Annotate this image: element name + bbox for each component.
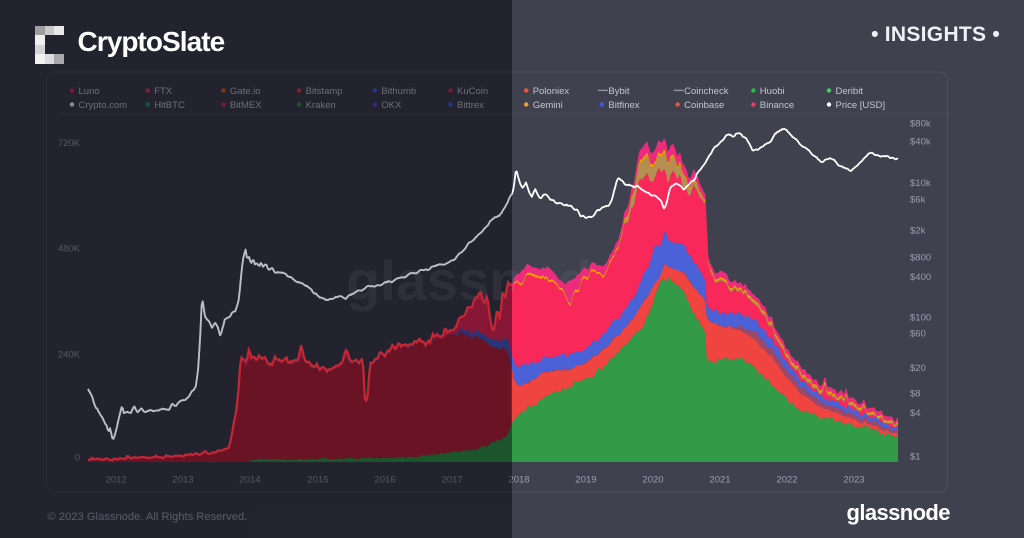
svg-text:Kraken: Kraken: [306, 100, 336, 111]
svg-text:Bitstamp: Bitstamp: [306, 86, 343, 97]
svg-text:Crypto.com: Crypto.com: [79, 100, 128, 111]
svg-text:Binance: Binance: [760, 100, 794, 111]
svg-text:Bitfinex: Bitfinex: [608, 100, 639, 111]
svg-text:$6k: $6k: [910, 195, 926, 206]
svg-text:Bybit: Bybit: [608, 86, 629, 97]
svg-text:$800: $800: [910, 253, 931, 264]
svg-text:2017: 2017: [441, 475, 462, 486]
svg-text:Gate.io: Gate.io: [230, 86, 261, 97]
svg-text:© 2023 Glassnode. All Rights R: © 2023 Glassnode. All Rights Reserved.: [48, 511, 248, 523]
svg-text:KuCoin: KuCoin: [457, 86, 488, 97]
svg-text:$80k: $80k: [910, 119, 931, 130]
svg-text:HitBTC: HitBTC: [154, 100, 185, 111]
svg-text:Huobi: Huobi: [760, 86, 785, 97]
svg-text:Bithumb: Bithumb: [381, 86, 416, 97]
svg-text:2023: 2023: [843, 475, 864, 486]
svg-text:$40k: $40k: [910, 137, 931, 148]
svg-text:Poloniex: Poloniex: [533, 86, 570, 97]
svg-text:$2k: $2k: [910, 226, 926, 237]
svg-text:$10k: $10k: [910, 178, 931, 189]
svg-text:2014: 2014: [239, 475, 260, 486]
svg-text:$4: $4: [910, 408, 921, 419]
svg-text:OKX: OKX: [381, 100, 402, 111]
svg-text:$100: $100: [910, 313, 931, 324]
svg-text:2018: 2018: [508, 475, 529, 486]
svg-text:2015: 2015: [307, 475, 328, 486]
svg-text:Coinbase: Coinbase: [684, 100, 724, 111]
svg-text:2012: 2012: [105, 475, 126, 486]
svg-text:2016: 2016: [374, 475, 395, 486]
svg-text:$60: $60: [910, 329, 926, 340]
svg-text:FTX: FTX: [154, 86, 173, 97]
svg-text:480K: 480K: [58, 244, 81, 255]
svg-text:$8: $8: [910, 389, 921, 400]
svg-text:240K: 240K: [58, 350, 81, 361]
svg-text:BitMEX: BitMEX: [230, 100, 262, 111]
svg-text:Gemini: Gemini: [533, 100, 563, 111]
svg-text:0: 0: [75, 453, 80, 464]
svg-text:2020: 2020: [642, 475, 663, 486]
svg-text:Bittrex: Bittrex: [457, 100, 484, 111]
svg-text:2019: 2019: [575, 475, 596, 486]
svg-text:2013: 2013: [172, 475, 193, 486]
svg-text:2021: 2021: [709, 475, 730, 486]
svg-text:$400: $400: [910, 272, 931, 283]
svg-text:$1: $1: [910, 452, 921, 463]
svg-text:2022: 2022: [776, 475, 797, 486]
svg-text:Price [USD]: Price [USD]: [836, 100, 886, 111]
svg-text:720K: 720K: [58, 138, 81, 149]
svg-text:Deribit: Deribit: [836, 86, 864, 97]
svg-text:Luno: Luno: [79, 86, 100, 97]
svg-text:Coincheck: Coincheck: [684, 86, 729, 97]
svg-text:$20: $20: [910, 363, 926, 374]
